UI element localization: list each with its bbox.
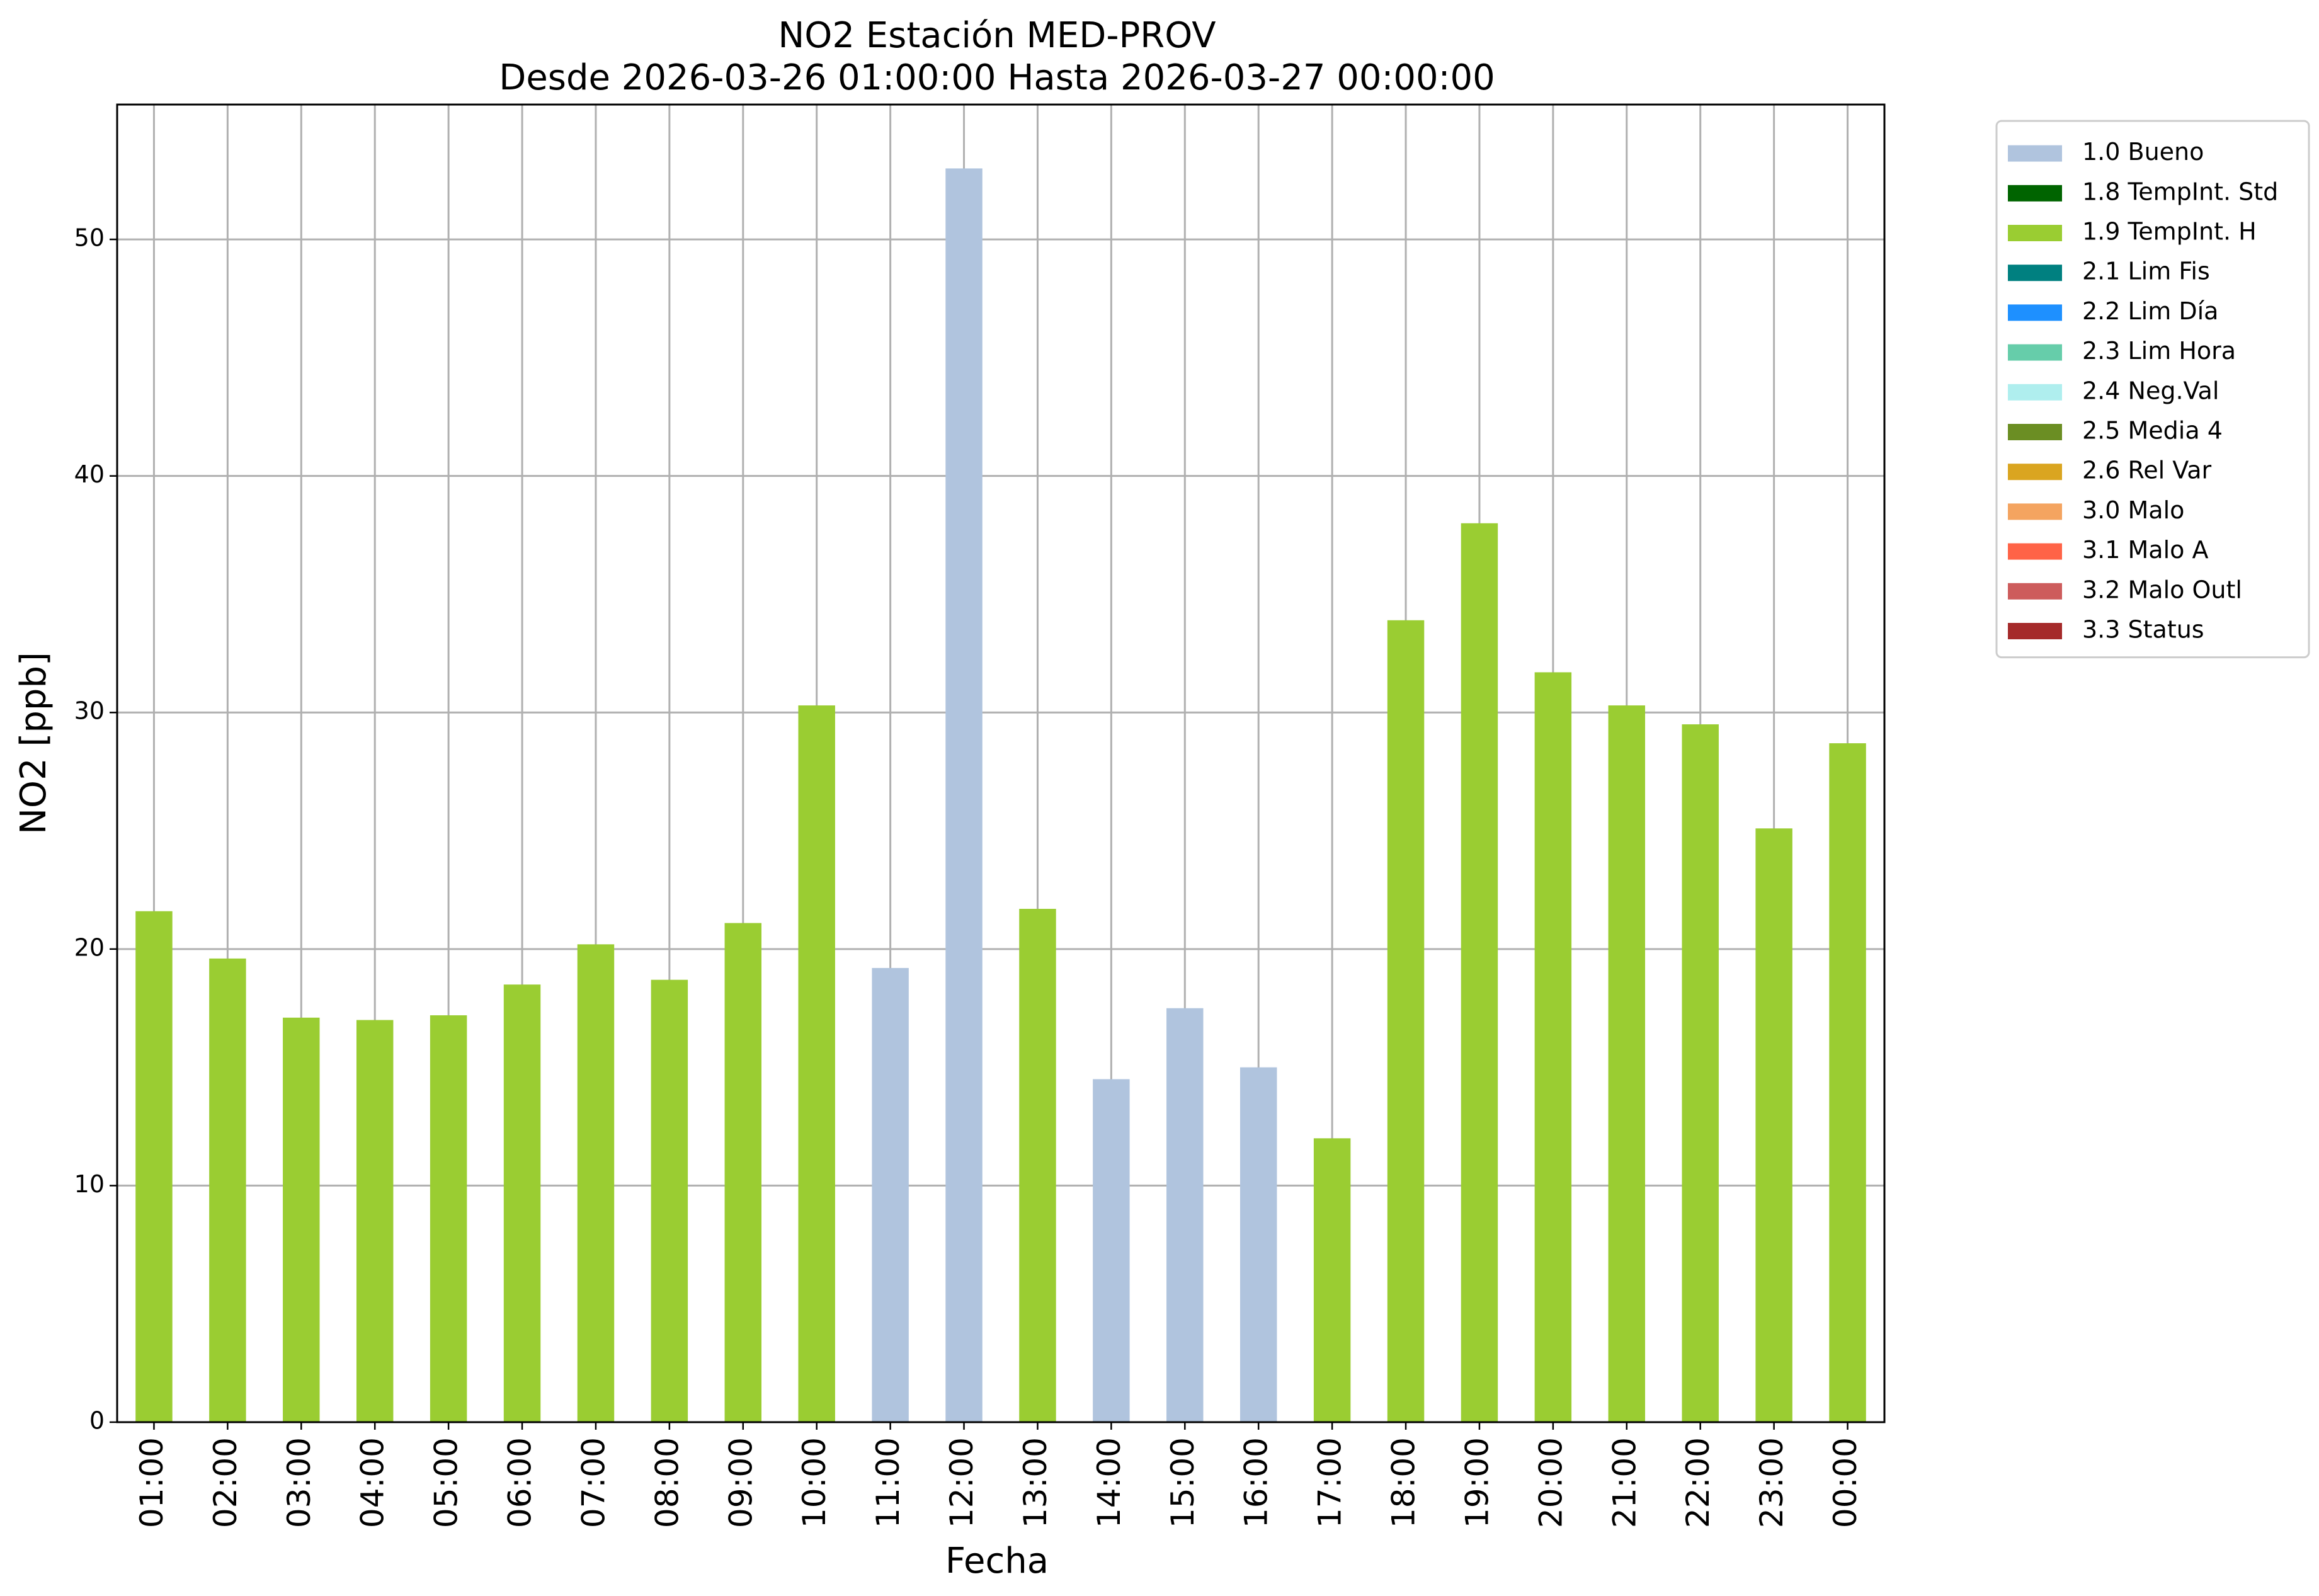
x-tick-label: 19:00 — [1459, 1437, 1495, 1528]
y-axis-ticks: 0 10 20 30 40 50 — [74, 224, 117, 1435]
legend-swatch — [2008, 265, 2062, 282]
y-axis-label: NO2 [ppb] — [13, 652, 54, 835]
bar-04:00 — [356, 1020, 394, 1422]
legend-frame — [1995, 120, 2310, 659]
bar-05:00 — [430, 1015, 467, 1422]
y-tick-label: 40 — [74, 460, 105, 488]
bar-01:00 — [135, 911, 173, 1422]
bar-11:00 — [872, 967, 909, 1422]
x-tick-label: 04:00 — [355, 1437, 391, 1528]
legend-label: 2.6 Rel Var — [2082, 457, 2212, 484]
x-tick-label: 06:00 — [502, 1437, 538, 1528]
x-tick-label: 14:00 — [1091, 1437, 1127, 1528]
x-tick-label: 12:00 — [943, 1437, 980, 1528]
legend-swatch — [2008, 384, 2062, 401]
chart-subtitle: Desde 2026-03-26 01:00:00 Hasta 2026-03-… — [499, 57, 1495, 98]
legend-label: 3.2 Malo Outl — [2082, 576, 2242, 603]
legend-swatch — [2008, 304, 2062, 321]
x-tick-label: 08:00 — [649, 1437, 685, 1528]
x-tick-label: 05:00 — [428, 1437, 465, 1528]
legend-label: 3.1 Malo A — [2082, 536, 2208, 564]
legend-label: 3.3 Status — [2082, 616, 2204, 644]
chart-title: NO2 Estación MED-PROV — [778, 15, 1216, 56]
x-tick-label: 11:00 — [870, 1437, 906, 1528]
x-tick-label: 15:00 — [1165, 1437, 1201, 1528]
legend-label: 2.2 Lim Día — [2082, 297, 2218, 325]
x-tick-label: 17:00 — [1312, 1437, 1348, 1528]
y-tick-label: 50 — [74, 224, 105, 252]
legend-swatch — [2008, 344, 2062, 361]
legend-swatch — [2008, 464, 2062, 481]
bar-00:00 — [1829, 743, 1866, 1422]
x-tick-label: 00:00 — [1827, 1437, 1864, 1528]
x-tick-label: 01:00 — [134, 1437, 170, 1528]
legend-label: 1.0 Bueno — [2082, 138, 2204, 166]
legend-swatch — [2008, 225, 2062, 241]
bar-23:00 — [1755, 828, 1792, 1422]
bar-20:00 — [1534, 672, 1572, 1422]
legend-label: 2.5 Media 4 — [2082, 417, 2223, 445]
legend-swatch — [2008, 424, 2062, 440]
bar-09:00 — [724, 923, 762, 1422]
x-tick-label: 02:00 — [207, 1437, 244, 1528]
bar-03:00 — [283, 1017, 320, 1422]
legend-label: 1.9 TempInt. H — [2082, 218, 2257, 246]
bar-12:00 — [945, 168, 983, 1423]
legend-swatch — [2008, 623, 2062, 639]
y-tick-label: 20 — [74, 933, 105, 961]
legend-label: 2.4 Neg.Val — [2082, 377, 2219, 404]
x-tick-label: 10:00 — [796, 1437, 833, 1528]
legend-swatch — [2008, 543, 2062, 560]
legend-label: 2.1 Lim Fis — [2082, 258, 2210, 285]
legend-swatch — [2008, 145, 2062, 162]
x-tick-label: 16:00 — [1238, 1437, 1275, 1528]
x-axis-ticks: 01:00 02:00 03:00 04:00 05:00 06:00 07:00 08:00… — [134, 1422, 1864, 1528]
legend-swatch — [2008, 583, 2062, 600]
y-tick-label: 0 — [89, 1407, 105, 1435]
bar-07:00 — [577, 944, 615, 1422]
bar-18:00 — [1387, 620, 1425, 1422]
legend-label: 2.3 Lim Hora — [2082, 337, 2236, 365]
y-tick-label: 10 — [74, 1170, 105, 1198]
bar-21:00 — [1608, 705, 1646, 1422]
x-tick-label: 20:00 — [1532, 1437, 1569, 1528]
bar-19:00 — [1461, 523, 1498, 1423]
x-tick-label: 23:00 — [1753, 1437, 1790, 1528]
bar-02:00 — [209, 958, 246, 1422]
x-tick-label: 07:00 — [575, 1437, 612, 1528]
x-tick-label: 22:00 — [1680, 1437, 1716, 1528]
bar-06:00 — [503, 984, 541, 1422]
x-tick-label: 21:00 — [1606, 1437, 1643, 1528]
legend-label: 1.8 TempInt. Std — [2082, 178, 2278, 205]
legend-swatch — [2008, 185, 2062, 202]
bars — [135, 168, 1866, 1423]
bar-13:00 — [1019, 908, 1056, 1422]
x-axis-label: Fecha — [945, 1541, 1049, 1582]
bar-10:00 — [798, 705, 835, 1422]
y-tick-label: 30 — [74, 697, 105, 725]
legend: 1.0 Bueno 1.8 TempInt. Std 1.9 TempInt. H 2… — [1995, 120, 2310, 659]
bar-16:00 — [1239, 1067, 1277, 1422]
bar-15:00 — [1166, 1008, 1204, 1422]
x-tick-label: 13:00 — [1017, 1437, 1054, 1528]
legend-swatch — [2008, 503, 2062, 520]
bar-08:00 — [651, 979, 688, 1422]
x-tick-label: 09:00 — [722, 1437, 759, 1528]
bar-17:00 — [1313, 1138, 1351, 1422]
x-tick-label: 03:00 — [281, 1437, 317, 1528]
bar-22:00 — [1682, 724, 1719, 1422]
bar-14:00 — [1093, 1079, 1130, 1422]
x-tick-label: 18:00 — [1386, 1437, 1422, 1528]
legend-label: 3.0 Malo — [2082, 496, 2184, 524]
plot-area-frame — [116, 103, 1886, 1423]
